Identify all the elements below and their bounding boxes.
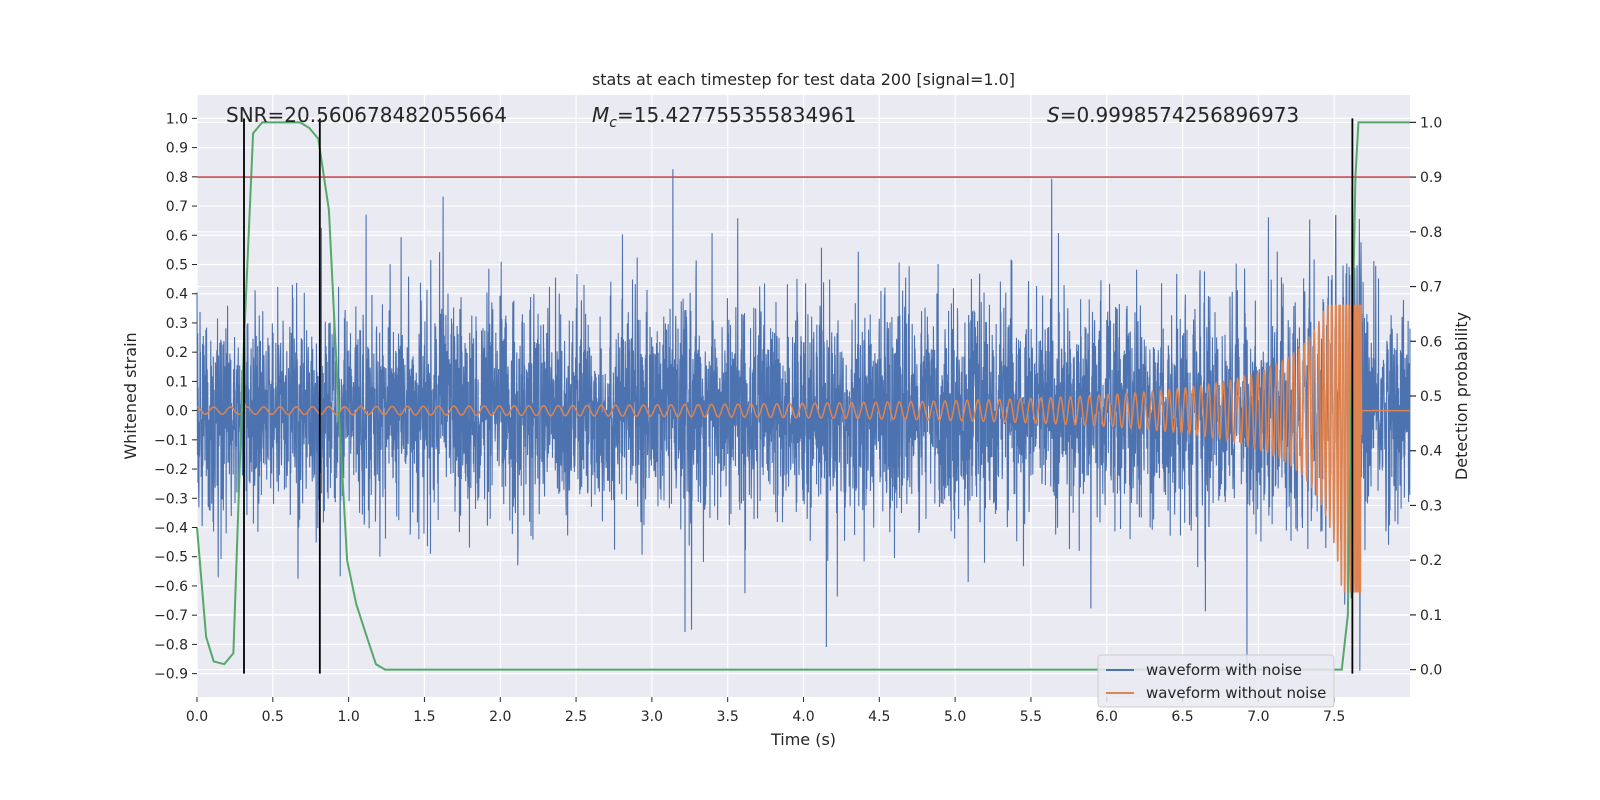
y2-tick-label: 0.2 xyxy=(1420,553,1442,569)
legend: waveform with noise waveform without noi… xyxy=(1097,654,1335,708)
x-tick-label: 4.0 xyxy=(792,709,814,725)
y2-tick-label: 0.5 xyxy=(1420,389,1442,405)
s-value: =0.9998574256896973 xyxy=(1060,103,1299,127)
detection-probability-line xyxy=(196,121,1410,671)
y2-tick-label: 0.0 xyxy=(1420,663,1442,679)
x-axis-label: Time (s) xyxy=(770,730,836,749)
x-tick-label: 2.0 xyxy=(489,709,511,725)
x-tick-label: 6.5 xyxy=(1171,709,1193,725)
y-tick-label: 0.9 xyxy=(166,141,188,157)
y2-tick-label: 1.0 xyxy=(1420,115,1442,131)
y-tick-label: −0.3 xyxy=(154,491,188,507)
y-tick-label: −0.8 xyxy=(154,637,188,653)
event-vlines xyxy=(243,118,1354,674)
y2-tick-label: 0.9 xyxy=(1420,170,1442,186)
snr-annotation: SNR=20.560678482055664 xyxy=(226,103,507,127)
chirp-mass-symbol: M xyxy=(592,103,609,127)
y2-tick-label: 0.4 xyxy=(1420,444,1442,460)
s-symbol: S xyxy=(1047,103,1060,127)
x-tick-label: 0.0 xyxy=(186,709,208,725)
y-axis-ticks: 1.0 0.9 0.8 0.7 0.6 0.5 0.4 0.3 0.2 0.1 0.0 −0.1 −0.… xyxy=(154,111,197,683)
x-tick-label: 5.5 xyxy=(1020,709,1042,725)
chirp-mass-value: =15.427755355834961 xyxy=(617,103,856,127)
y-tick-label: 0.3 xyxy=(166,316,188,332)
x-tick-label: 1.5 xyxy=(413,709,435,725)
y-tick-label: 0.6 xyxy=(166,228,188,244)
legend-box xyxy=(1097,654,1335,708)
y2-axis-label: Detection probability xyxy=(1452,312,1471,480)
chirp-mass-annotation: Mc=15.427755355834961 xyxy=(592,103,856,131)
y-tick-label: 0.5 xyxy=(166,257,188,273)
y2-tick-label: 0.1 xyxy=(1420,608,1442,624)
y-tick-label: −0.6 xyxy=(154,579,188,595)
y-tick-label: −0.7 xyxy=(154,608,188,624)
x-tick-label: 4.5 xyxy=(868,709,890,725)
x-tick-label: 0.5 xyxy=(262,709,284,725)
legend-label-waveform-without-noise: waveform without noise xyxy=(1146,684,1326,702)
x-tick-label: 2.5 xyxy=(565,709,587,725)
y-axis-label: Whitened strain xyxy=(121,332,140,459)
chart-title: stats at each timestep for test data 200… xyxy=(592,70,1015,89)
s-annotation: S=0.9998574256896973 xyxy=(1047,103,1299,127)
y2-tick-label: 0.3 xyxy=(1420,498,1442,514)
y-tick-label: −0.5 xyxy=(154,550,188,566)
x-tick-label: 7.5 xyxy=(1323,709,1345,725)
y2-tick-label: 0.6 xyxy=(1420,334,1442,350)
y-tick-label: 0.0 xyxy=(166,404,188,420)
y-tick-label: 0.1 xyxy=(166,374,188,390)
y-tick-label: −0.9 xyxy=(154,667,188,683)
y-tick-label: 0.7 xyxy=(166,199,188,215)
y2-axis-ticks: 1.0 0.9 0.8 0.7 0.6 0.5 0.4 0.3 0.2 0.1 0.0 xyxy=(1410,115,1442,679)
x-tick-label: 3.5 xyxy=(717,709,739,725)
waveform-without-noise-line xyxy=(196,304,1410,593)
y-tick-label: 0.4 xyxy=(166,287,188,303)
chirp-mass-subscript: c xyxy=(609,115,617,131)
x-tick-label: 6.0 xyxy=(1096,709,1118,725)
y-tick-label: 1.0 xyxy=(166,111,188,127)
y-tick-label: −0.4 xyxy=(154,521,188,537)
y2-tick-label: 0.7 xyxy=(1420,280,1442,296)
legend-label-waveform-with-noise: waveform with noise xyxy=(1146,661,1302,679)
series-detection-probability xyxy=(196,121,1410,671)
x-tick-label: 7.0 xyxy=(1247,709,1269,725)
y-tick-label: 0.8 xyxy=(166,170,188,186)
x-tick-label: 1.0 xyxy=(337,709,359,725)
series-waveform-without-noise xyxy=(196,304,1410,593)
x-tick-label: 3.0 xyxy=(641,709,663,725)
y2-tick-label: 0.8 xyxy=(1420,225,1442,241)
y-tick-label: 0.2 xyxy=(166,345,188,361)
x-tick-label: 5.0 xyxy=(944,709,966,725)
y-tick-label: −0.1 xyxy=(154,433,188,449)
y-tick-label: −0.2 xyxy=(154,462,188,478)
x-axis-ticks: 0.0 0.5 1.0 1.5 2.0 2.5 3.0 3.5 4.0 4.5 5.0 5.5 6.0 6… xyxy=(186,697,1345,725)
